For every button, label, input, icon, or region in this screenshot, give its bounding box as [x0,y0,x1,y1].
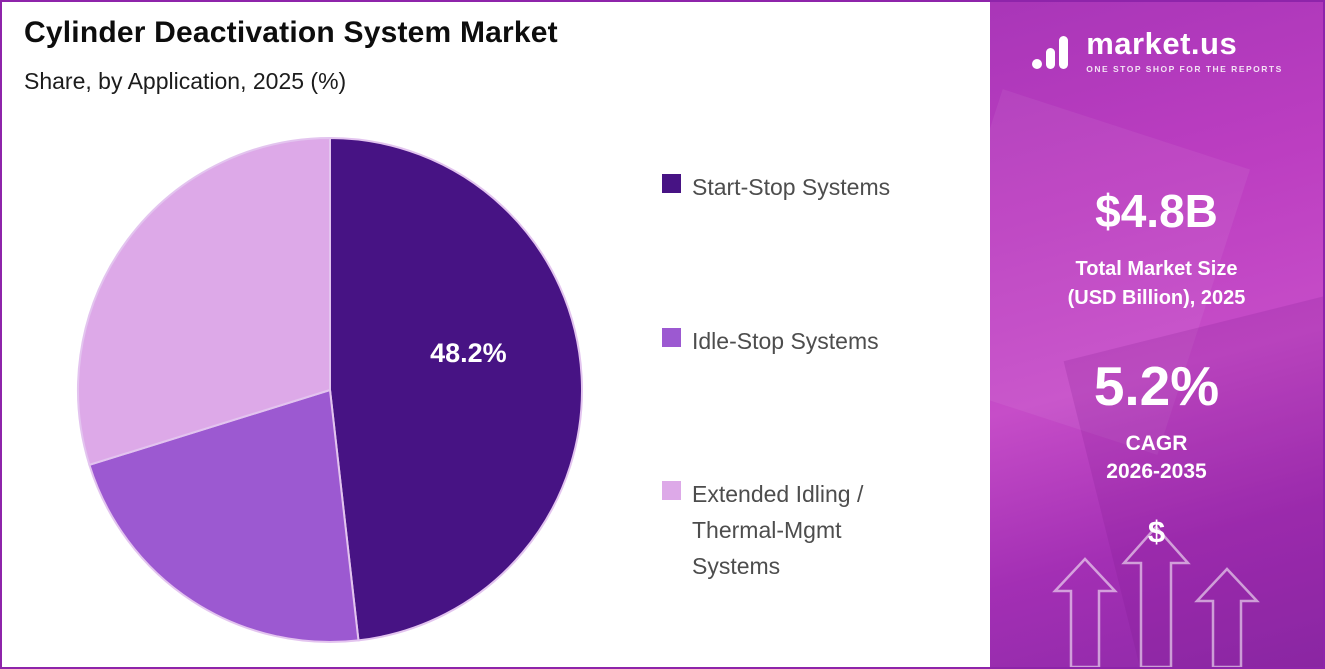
pie-slice [329,136,583,642]
legend-label: Start-Stop Systems [692,174,891,200]
legend-label: Idle-Stop Systems [692,327,879,354]
legend-swatch-icon [662,481,681,501]
legend-swatch-icon [662,174,681,193]
legend-swatch-icon [662,327,681,347]
brand-logo: market.us ONE STOP SHOP FOR THE REPORTS [990,28,1323,74]
brand-tagline: ONE STOP SHOP FOR THE REPORTS [1086,64,1283,74]
legend-item: Extended Idling / Thermal-Mgmt Systems [662,477,922,584]
pie-slice [88,388,360,643]
legend-item: Idle-Stop Systems [662,324,922,360]
page-title: Cylinder Deactivation System Market [24,16,558,49]
market-size-label: Total Market Size (USD Billion), 2025 [990,255,1323,313]
brand-text: market.us ONE STOP SHOP FOR THE REPORTS [1086,28,1283,74]
market-size-value: $4.8B [1095,185,1218,237]
pie-data-label: 48.2% [430,338,507,368]
market-size-label-line1: Total Market Size [1075,258,1238,280]
legend-item: Start-Stop Systems [662,170,922,206]
brand-name: market.us [1086,26,1238,61]
cagr-label-line1: CAGR [1125,432,1188,455]
pie-chart: 48.2% [77,136,583,643]
cagr-label-line2: 2026-2035 [1106,460,1207,484]
dollar-icon: $ [1147,514,1166,549]
legend-label: Extended Idling / Thermal-Mgmt Systems [692,481,864,579]
brand-panel: market.us ONE STOP SHOP FOR THE REPORTS … [990,2,1323,667]
pie-slice [77,136,331,467]
growth-arrows-icon [1052,525,1260,667]
market-size-label-line2: (USD Billion), 2025 [1067,287,1246,309]
market-us-logo-icon [1032,36,1069,69]
page-subtitle: Share, by Application, 2025 (%) [24,68,347,94]
cagr-value: 5.2% [1093,355,1220,417]
cagr-label: CAGR 2026-2035 [990,430,1323,487]
legend: Start-Stop Systems Idle-Stop Systems Ext… [662,170,922,584]
